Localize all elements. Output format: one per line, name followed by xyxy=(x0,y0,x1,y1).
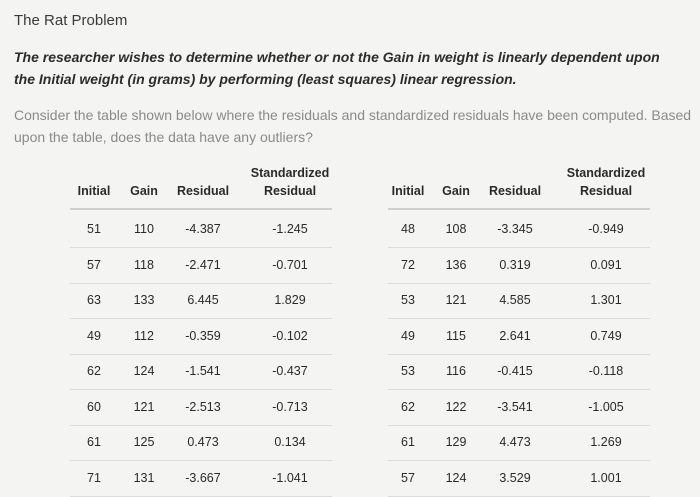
header-standardized-residual: Standardized Residual xyxy=(560,164,652,200)
problem-description: The researcher wishes to determine wheth… xyxy=(14,49,660,87)
cell-initial: 62 xyxy=(87,364,101,378)
cell-initial: 63 xyxy=(87,293,101,307)
cell-initial: 48 xyxy=(401,222,415,236)
cell-std: 0.091 xyxy=(590,257,622,272)
cell-initial: 61 xyxy=(87,435,101,449)
cell-std: 1.269 xyxy=(590,435,622,449)
table-row: 48 108 -3.345 -0.949 xyxy=(388,212,650,248)
cell-initial: 71 xyxy=(87,470,101,485)
cell-residual: 0.319 xyxy=(499,257,531,272)
cell-residual: -3.541 xyxy=(497,399,533,414)
cell-initial: 53 xyxy=(401,293,415,307)
cell-std: -0.949 xyxy=(588,222,624,236)
page-title: The Rat Problem xyxy=(14,12,128,29)
cell-initial: 57 xyxy=(401,470,415,485)
table-row: 49 112 -0.359 -0.102 xyxy=(70,319,332,355)
cell-residual: 0.473 xyxy=(187,435,219,449)
table-row: 53 121 4.585 1.301 xyxy=(388,283,650,319)
cell-gain: 122 xyxy=(445,399,467,414)
table-row: 51 110 -4.387 -1.245 xyxy=(70,212,332,248)
header-standardized-residual: Standardized Residual xyxy=(246,164,334,200)
cell-gain: 124 xyxy=(133,364,155,378)
cell-std: 0.749 xyxy=(590,328,622,343)
cell-initial: 57 xyxy=(87,257,101,272)
table-row: 72 136 0.319 0.091 xyxy=(388,248,650,284)
header-std-line1: Standardized xyxy=(566,166,646,180)
cell-std: 1.001 xyxy=(590,470,622,485)
cell-gain: 125 xyxy=(133,435,155,449)
header-residual: Residual xyxy=(176,184,230,198)
table-row: 57 124 3.529 1.001 xyxy=(388,461,650,497)
table-row: 61 125 0.473 0.134 xyxy=(70,425,332,461)
cell-gain: 136 xyxy=(445,257,467,272)
cell-gain: 116 xyxy=(446,364,466,378)
cell-residual: 3.529 xyxy=(499,470,531,485)
cell-initial: 72 xyxy=(401,257,415,272)
table-row: 63 133 6.445 1.829 xyxy=(70,283,332,319)
header-divider xyxy=(388,208,650,210)
cell-initial: 61 xyxy=(401,435,415,449)
cell-gain: 121 xyxy=(133,399,155,414)
cell-gain: 124 xyxy=(445,470,467,485)
cell-std: 1.301 xyxy=(590,293,622,307)
header-gain: Gain xyxy=(130,184,158,198)
header-std-line1: Standardized xyxy=(250,166,330,180)
cell-std: -0.701 xyxy=(272,257,308,272)
cell-residual: -3.667 xyxy=(185,470,221,485)
header-std-line2: Residual xyxy=(263,184,317,198)
problem-question: Consider the table shown below where the… xyxy=(14,107,692,145)
table-row: 62 124 -1.541 -0.437 xyxy=(70,354,332,390)
header-gain: Gain xyxy=(442,184,470,198)
header-residual: Residual xyxy=(488,184,542,198)
cell-std: -1.245 xyxy=(272,222,308,236)
cell-residual: -2.513 xyxy=(185,399,221,414)
cell-gain: 131 xyxy=(133,470,155,485)
cell-residual: -0.359 xyxy=(185,328,221,343)
cell-initial: 53 xyxy=(401,364,415,378)
cell-residual: -2.471 xyxy=(185,257,221,272)
cell-std: -1.005 xyxy=(588,399,624,414)
cell-gain: 108 xyxy=(445,222,467,236)
cell-std: -1.041 xyxy=(272,470,308,485)
cell-initial: 49 xyxy=(401,328,415,343)
cell-std: -0.102 xyxy=(272,328,308,343)
cell-initial: 51 xyxy=(87,222,101,236)
cell-residual: -0.415 xyxy=(497,364,533,378)
cell-initial: 60 xyxy=(87,399,101,414)
cell-residual: -3.345 xyxy=(497,222,533,236)
table-row: 57 118 -2.471 -0.701 xyxy=(70,248,332,284)
cell-gain: 129 xyxy=(445,435,467,449)
cell-gain: 133 xyxy=(133,293,155,307)
cell-residual: 2.641 xyxy=(499,328,531,343)
table-row: 60 121 -2.513 -0.713 xyxy=(70,390,332,426)
header-std-line2: Residual xyxy=(579,184,633,198)
cell-residual: 6.445 xyxy=(187,293,219,307)
table-row: 53 116 -0.415 -0.118 xyxy=(388,354,650,390)
cell-gain: 118 xyxy=(134,257,154,272)
table-row: 71 131 -3.667 -1.041 xyxy=(70,461,332,497)
header-divider xyxy=(70,208,332,210)
header-initial: Initial xyxy=(391,184,425,198)
cell-std: 0.134 xyxy=(274,435,306,449)
cell-residual: 4.473 xyxy=(499,435,531,449)
cell-std: -0.118 xyxy=(588,364,624,378)
cell-std: -0.437 xyxy=(272,364,308,378)
cell-gain: 110 xyxy=(134,222,154,236)
cell-initial: 49 xyxy=(87,328,101,343)
table-row: 62 122 -3.541 -1.005 xyxy=(388,390,650,426)
cell-residual: -1.541 xyxy=(185,364,221,378)
cell-gain: 112 xyxy=(134,328,154,343)
table-row: 49 115 2.641 0.749 xyxy=(388,319,650,355)
cell-gain: 121 xyxy=(445,293,467,307)
cell-residual: -4.387 xyxy=(185,222,221,236)
header-initial: Initial xyxy=(77,184,111,198)
cell-gain: 115 xyxy=(446,328,466,343)
table-row: 61 129 4.473 1.269 xyxy=(388,425,650,461)
cell-std: 1.829 xyxy=(274,293,306,307)
cell-residual: 4.585 xyxy=(499,293,531,307)
cell-std: -0.713 xyxy=(272,399,308,414)
cell-initial: 62 xyxy=(401,399,415,414)
